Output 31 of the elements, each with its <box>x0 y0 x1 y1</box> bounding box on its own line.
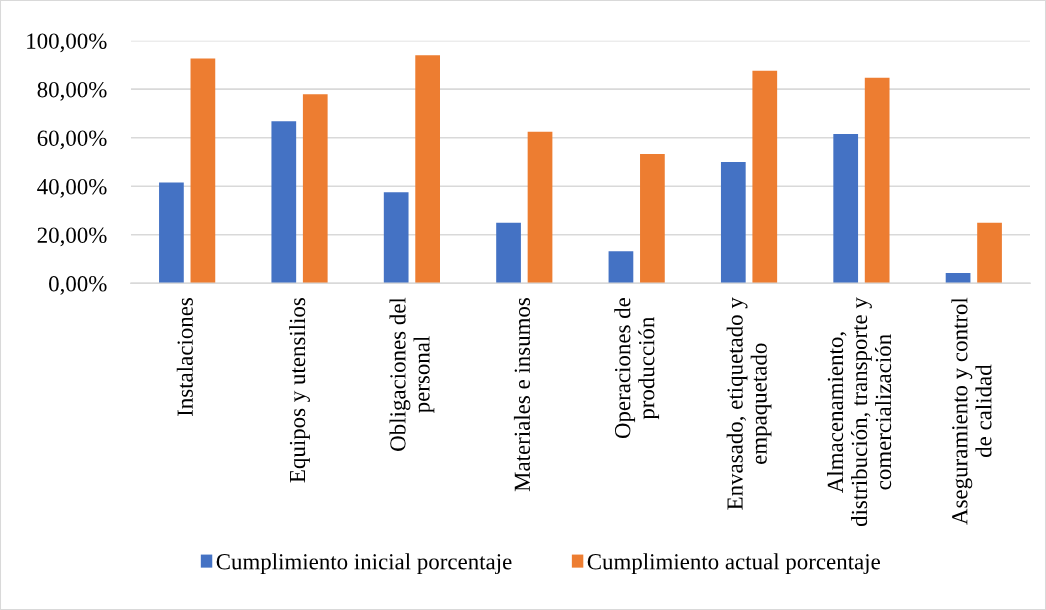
bar <box>159 182 184 284</box>
bar <box>496 222 521 284</box>
bar <box>720 161 746 284</box>
bar <box>190 58 216 284</box>
x-tick-label: Materiales e insumos <box>513 298 531 492</box>
bar <box>752 70 778 284</box>
y-tick-label: 80,00% <box>37 81 107 101</box>
x-tick-label: Aseguramiento y control de calidad <box>951 297 992 525</box>
bar <box>415 55 440 284</box>
y-tick-label: 60,00% <box>37 130 107 150</box>
x-tick-label: Almacenamiento, distribución, transporte y comercialización <box>827 297 892 527</box>
y-tick-label: 40,00% <box>37 178 107 198</box>
x-tick-label: Obligaciones del personal <box>389 297 435 451</box>
y-tick-label: 100,00% <box>27 33 107 53</box>
x-tick-label: Envasado, etiquetado y empaquetado <box>726 297 772 510</box>
y-tick-label: 0,00% <box>49 276 107 295</box>
x-tick-label: Equipos y utensilios <box>289 298 310 483</box>
bar <box>527 131 553 284</box>
x-tick-label: Instalaciones <box>176 298 193 416</box>
bar <box>833 134 859 284</box>
x-tick-label: Operaciones de producción <box>614 297 660 439</box>
legend-label: Cumplimiento inicial porcentaje <box>216 553 512 575</box>
bar <box>977 222 1002 284</box>
bar <box>271 121 297 284</box>
bar <box>608 251 634 284</box>
y-tick-label: 20,00% <box>37 227 107 247</box>
bar <box>640 153 665 284</box>
legend-label: Cumplimiento actual porcentaje <box>587 553 880 575</box>
bar <box>864 77 890 284</box>
bar <box>302 94 328 284</box>
bar <box>383 192 409 284</box>
